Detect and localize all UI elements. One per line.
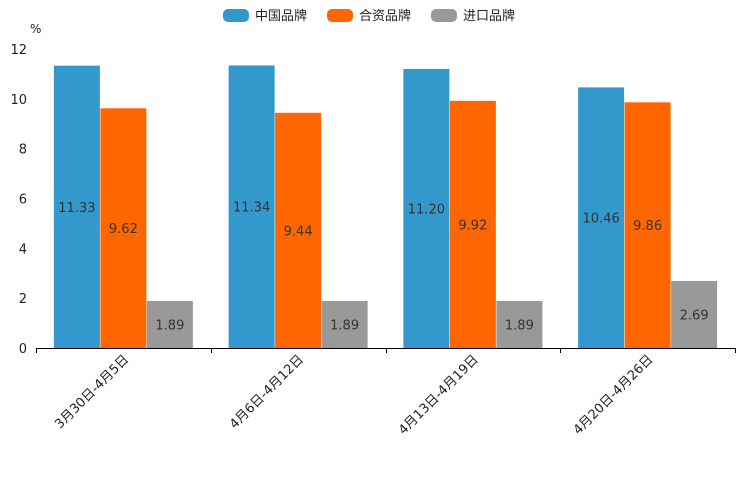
y-tick-label: 0: [19, 342, 27, 357]
x-tick-label: 3月30日-4月5日: [52, 352, 132, 432]
data-label: 11.34: [233, 201, 270, 216]
x-tick-label: 4月6日-4月12日: [227, 352, 307, 432]
y-tick-label: 8: [19, 143, 27, 158]
data-label: 2.69: [680, 308, 709, 323]
bar-1-3: [403, 68, 450, 348]
bar-1-4: [578, 87, 625, 348]
data-label: 10.46: [583, 212, 620, 227]
x-axis: 3月30日-4月5日 4月6日-4月12日 4月13日-4月19日 4月20日-4月2…: [36, 348, 736, 438]
legend-swatch: [431, 9, 457, 22]
legend-item-3[interactable]: 进口品牌: [431, 8, 515, 24]
bar-2-4: [624, 102, 671, 349]
data-label: 9.86: [633, 219, 662, 234]
y-tick-label: 10: [10, 93, 27, 108]
bar-1-1: [53, 65, 100, 349]
y-axis-unit-label: %: [30, 22, 41, 36]
bars: 11.33 9.62 1.89 11.34 9.44 1.89 11.20 9.92 1.89 1…: [53, 65, 718, 349]
y-tick-label: 12: [10, 43, 27, 58]
bar-3-3: [496, 300, 543, 348]
data-label: 1.89: [505, 318, 534, 333]
data-label: 9.92: [458, 218, 487, 233]
x-tick-label: 4月20日-4月26日: [571, 352, 657, 438]
y-tick-label: 4: [19, 242, 27, 257]
bar-3-4: [671, 280, 718, 348]
y-tick-label: 2: [19, 292, 27, 307]
y-tick-label: 6: [19, 193, 27, 208]
bar-2-1: [100, 108, 147, 348]
legend-label: 中国品牌: [255, 8, 307, 24]
bar-2-2: [275, 112, 322, 348]
bar-2-3: [449, 100, 496, 349]
data-label: 9.44: [284, 224, 313, 239]
legend-item-1[interactable]: 中国品牌: [223, 8, 307, 24]
legend-label: 进口品牌: [463, 8, 515, 24]
x-tick-label: 4月13日-4月19日: [396, 352, 482, 438]
bar-3-2: [321, 300, 368, 348]
legend-swatch: [327, 9, 353, 22]
legend-swatch: [223, 9, 249, 22]
y-axis: 0 2 4 6 8 10 12: [10, 43, 27, 357]
legend-label: 合资品牌: [359, 8, 411, 24]
legend: 中国品牌 合资品牌 进口品牌: [223, 8, 515, 24]
bar-3-1: [146, 300, 193, 348]
bar-1-2: [228, 65, 275, 348]
data-label: 11.33: [58, 201, 95, 216]
legend-item-2[interactable]: 合资品牌: [327, 8, 411, 24]
data-label: 1.89: [155, 318, 184, 333]
data-label: 9.62: [109, 222, 138, 237]
data-label: 1.89: [330, 318, 359, 333]
data-label: 11.20: [408, 202, 445, 217]
